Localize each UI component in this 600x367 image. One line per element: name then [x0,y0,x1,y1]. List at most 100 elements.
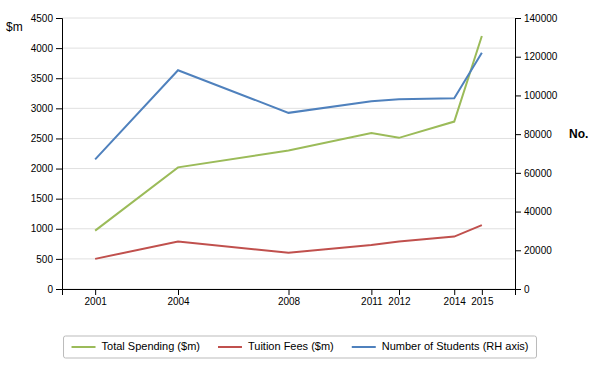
tick-label: 4000 [31,43,54,54]
axis-line [63,290,516,296]
tick-label: 2008 [278,296,301,307]
plot: 2001 2004 2008 2011 2012 2014 2015 0 500 1000 1500… [31,13,558,307]
tick: 3000 [31,103,62,114]
legend-frame [64,336,537,358]
tick: 120000 [515,51,558,62]
tick-mark [454,289,455,295]
tick-label: 40000 [524,206,552,217]
legend-item: Tuition Fees ($m) [218,340,334,352]
tick-mark [56,78,62,79]
tick-label: 3000 [31,103,54,114]
y-axis-label: $m [6,20,23,34]
tick: 80000 [515,129,552,140]
tick-mark [56,259,62,260]
tick: 2001 [85,289,108,307]
tick: 2004 [167,289,190,307]
tick-mark [515,289,521,290]
tick: 4500 [31,13,62,24]
tick: 2008 [278,289,301,307]
tick-label: 2500 [31,133,54,144]
tick-mark [95,289,96,295]
series-line [95,225,482,259]
tick-label: 2014 [444,296,467,307]
legend-label: Tuition Fees ($m) [248,340,334,352]
tick: 500 [36,254,62,265]
tick-mark [515,18,521,19]
tick-mark [515,173,521,174]
tick-mark [515,250,521,251]
tick-label: 0 [524,284,530,295]
tick-label: 140000 [524,13,558,24]
tick-mark [399,289,400,295]
tick-label: 2012 [388,296,411,307]
axis-line [516,19,522,290]
tick: 2011 [361,289,383,307]
grid-line [62,48,515,49]
tick: 140000 [515,13,558,24]
tick-label: 2001 [85,296,108,307]
y2-axis-label: No. [569,127,588,141]
series-line [95,36,482,231]
tick-mark [515,134,521,135]
lines [95,36,482,259]
tick-mark [482,289,483,295]
tick-label: 4500 [31,13,54,24]
legend-item: Total Spending ($m) [72,340,200,352]
tick-label: 2000 [31,163,54,174]
tick-label: 500 [36,254,53,265]
legend-label: Total Spending ($m) [102,340,200,352]
tick-mark [289,289,290,295]
tick: 100000 [515,90,558,101]
tick: 60000 [515,168,552,179]
legend-swatch [218,346,242,348]
tick: 0 [47,284,62,295]
tick-label: 2004 [167,296,190,307]
tick-label: 80000 [524,129,552,140]
tick-label: 1500 [31,193,54,204]
tick-label: 0 [47,284,53,295]
grid-line [62,198,515,199]
legend-item: Number of Students (RH axis) [352,340,529,352]
tick: 2015 [471,289,494,307]
tick-mark [56,289,62,290]
tick-label: 2015 [471,296,494,307]
tick: 4000 [31,43,62,54]
tick-mark [56,229,62,230]
y-axis: 0 500 1000 1500 2000 2500 3000 3500 4000 4500 [31,13,63,295]
tick: 3500 [31,73,62,84]
axis-line [56,19,63,290]
tick: 20000 [515,245,552,256]
tick-label: 2011 [361,296,383,307]
legend-label: Number of Students (RH axis) [382,340,529,352]
grid-line [62,168,515,169]
legend-swatch [352,346,376,348]
y2-axis: 0 20000 40000 60000 80000 100000 120000 140000 [515,13,558,295]
tick: 2000 [31,163,62,174]
tick-label: 120000 [524,51,558,62]
grid-line [62,18,515,19]
tick: 2014 [444,289,467,307]
tick: 2500 [31,133,62,144]
tick: 40000 [515,206,552,217]
tick-mark [56,138,62,139]
tick-label: 60000 [524,168,552,179]
grid-line [62,228,515,229]
series-line [95,53,482,159]
tick-mark [371,289,372,295]
tick-mark [56,199,62,200]
legend: Total Spending ($m) Tuition Fees ($m) Numb… [64,336,537,358]
tick-mark [56,18,62,19]
chart: 2001 2004 2008 2011 2012 2014 2015 0 500 1000 1500… [0,0,600,367]
tick-mark [56,169,62,170]
grid-line [62,138,515,139]
tick: 2012 [388,289,411,307]
tick-label: 20000 [524,245,552,256]
tick-label: 3500 [31,73,54,84]
tick: 0 [515,284,530,295]
tick: 1000 [31,223,62,234]
tick-mark [56,108,62,109]
tick-mark [56,48,62,49]
grid [62,18,515,289]
legend-swatch [72,346,96,348]
tick-label: 100000 [524,90,558,101]
